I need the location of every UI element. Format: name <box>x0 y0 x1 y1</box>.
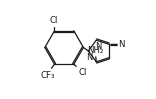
Text: N: N <box>118 40 124 49</box>
Text: N: N <box>86 53 92 62</box>
Text: N: N <box>95 42 101 51</box>
Text: Cl: Cl <box>49 16 58 25</box>
Text: NH₂: NH₂ <box>88 46 104 55</box>
Text: Cl: Cl <box>78 68 87 77</box>
Text: CF₃: CF₃ <box>41 71 55 80</box>
